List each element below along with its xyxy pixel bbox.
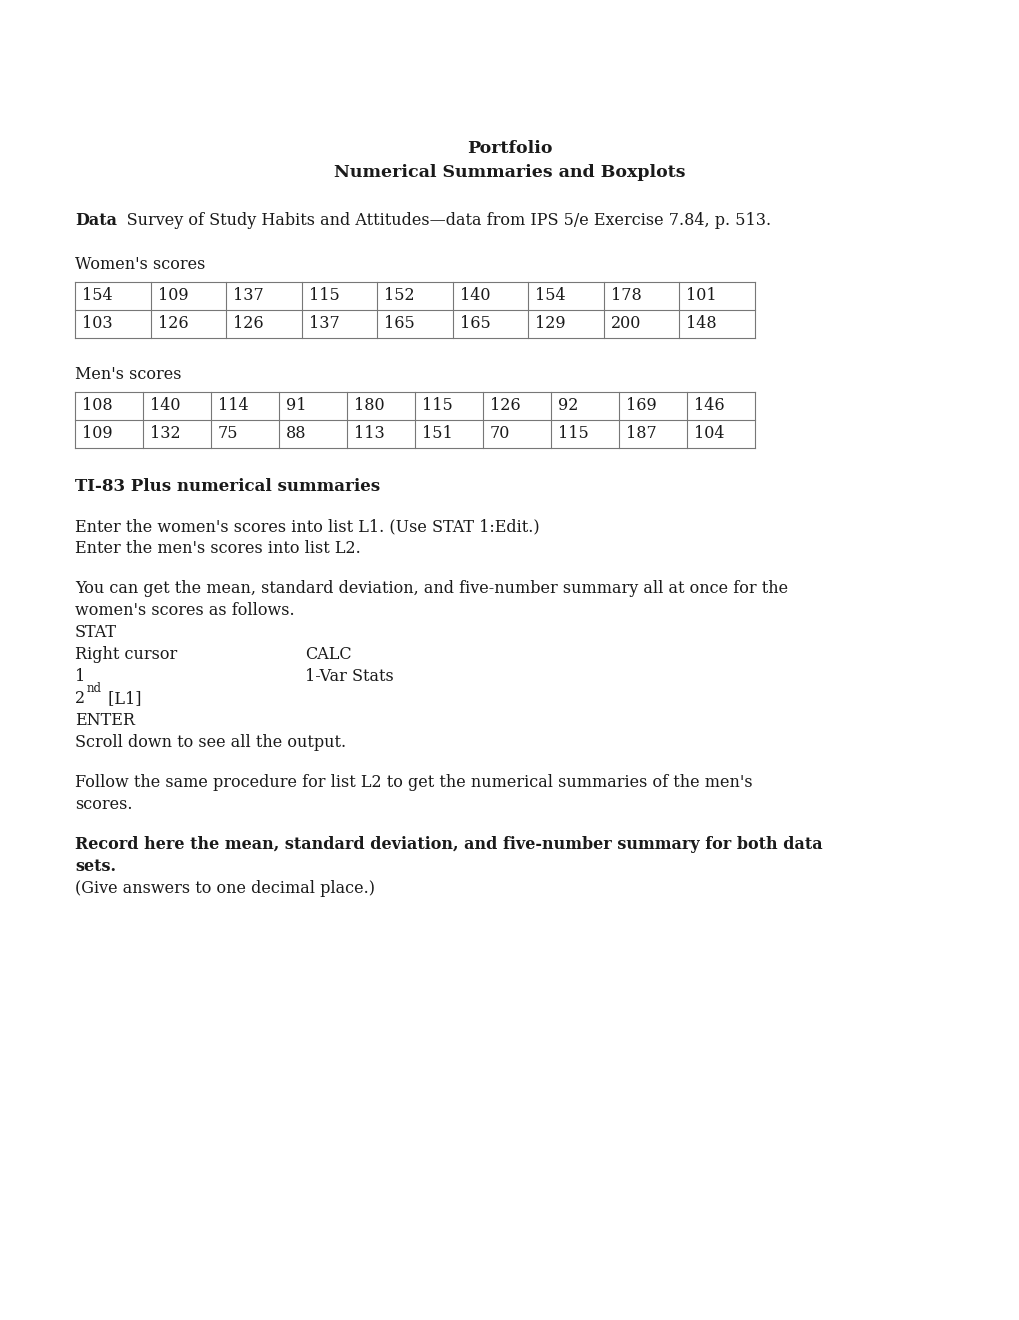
Text: scores.: scores. bbox=[75, 796, 132, 813]
Text: Right cursor: Right cursor bbox=[75, 645, 177, 663]
Text: 70: 70 bbox=[489, 425, 510, 442]
Text: 126: 126 bbox=[157, 315, 187, 333]
Text: Scroll down to see all the output.: Scroll down to see all the output. bbox=[75, 734, 345, 751]
Text: 113: 113 bbox=[354, 425, 384, 442]
Text: 140: 140 bbox=[460, 286, 490, 304]
Text: 137: 137 bbox=[233, 286, 264, 304]
Text: 187: 187 bbox=[626, 425, 656, 442]
Text: Data: Data bbox=[75, 213, 117, 228]
Text: 165: 165 bbox=[460, 315, 490, 333]
Text: 104: 104 bbox=[693, 425, 723, 442]
Text: Enter the women's scores into list L1. (Use STAT 1:Edit.): Enter the women's scores into list L1. (… bbox=[75, 517, 539, 535]
Text: Follow the same procedure for list L2 to get the numerical summaries of the men': Follow the same procedure for list L2 to… bbox=[75, 774, 752, 791]
Text: 91: 91 bbox=[285, 397, 306, 414]
Text: ENTER: ENTER bbox=[75, 711, 135, 729]
Text: sets.: sets. bbox=[75, 858, 116, 875]
Text: 137: 137 bbox=[309, 315, 339, 333]
Text: 178: 178 bbox=[610, 286, 641, 304]
Text: 101: 101 bbox=[686, 286, 716, 304]
Text: Record here the mean, standard deviation, and five-number summary for both data: Record here the mean, standard deviation… bbox=[75, 836, 821, 853]
Text: 148: 148 bbox=[686, 315, 716, 333]
Text: 132: 132 bbox=[150, 425, 180, 442]
Text: 103: 103 bbox=[82, 315, 112, 333]
Text: 151: 151 bbox=[422, 425, 452, 442]
Text: 2: 2 bbox=[75, 690, 85, 708]
Text: CALC: CALC bbox=[305, 645, 352, 663]
Text: 115: 115 bbox=[557, 425, 588, 442]
Text: Portfolio: Portfolio bbox=[467, 140, 552, 157]
Text: 140: 140 bbox=[150, 397, 180, 414]
Text: 109: 109 bbox=[82, 425, 112, 442]
Text: 126: 126 bbox=[233, 315, 264, 333]
Text: 108: 108 bbox=[82, 397, 112, 414]
Text: 115: 115 bbox=[422, 397, 452, 414]
Text: TI-83 Plus numerical summaries: TI-83 Plus numerical summaries bbox=[75, 478, 380, 495]
Text: (Give answers to one decimal place.): (Give answers to one decimal place.) bbox=[75, 880, 375, 898]
Text: Numerical Summaries and Boxplots: Numerical Summaries and Boxplots bbox=[334, 164, 685, 181]
Text: 92: 92 bbox=[557, 397, 578, 414]
Text: 165: 165 bbox=[384, 315, 415, 333]
Text: You can get the mean, standard deviation, and five-number summary all at once fo: You can get the mean, standard deviation… bbox=[75, 579, 788, 597]
Text: [L1]: [L1] bbox=[103, 690, 142, 708]
Text: Enter the men's scores into list L2.: Enter the men's scores into list L2. bbox=[75, 540, 361, 557]
Text: Men's scores: Men's scores bbox=[75, 366, 181, 383]
Text: 75: 75 bbox=[218, 425, 238, 442]
Text: STAT: STAT bbox=[75, 624, 117, 642]
Text: 146: 146 bbox=[693, 397, 723, 414]
Text: 154: 154 bbox=[535, 286, 566, 304]
Text: 115: 115 bbox=[309, 286, 339, 304]
Text: 114: 114 bbox=[218, 397, 249, 414]
Text: 88: 88 bbox=[285, 425, 306, 442]
Text: 180: 180 bbox=[354, 397, 384, 414]
Text: women's scores as follows.: women's scores as follows. bbox=[75, 602, 294, 619]
Text: 169: 169 bbox=[626, 397, 656, 414]
Text: 1: 1 bbox=[75, 668, 86, 685]
Text: 129: 129 bbox=[535, 315, 566, 333]
Text: 200: 200 bbox=[610, 315, 641, 333]
Text: Women's scores: Women's scores bbox=[75, 256, 205, 273]
Text: 1-Var Stats: 1-Var Stats bbox=[305, 668, 393, 685]
Text: 152: 152 bbox=[384, 286, 415, 304]
Text: 154: 154 bbox=[82, 286, 112, 304]
Text: nd: nd bbox=[87, 682, 102, 696]
Text: 109: 109 bbox=[157, 286, 187, 304]
Text: :  Survey of Study Habits and Attitudes—data from IPS 5/e Exercise 7.84, p. 513.: : Survey of Study Habits and Attitudes—d… bbox=[111, 213, 770, 228]
Text: 126: 126 bbox=[489, 397, 520, 414]
